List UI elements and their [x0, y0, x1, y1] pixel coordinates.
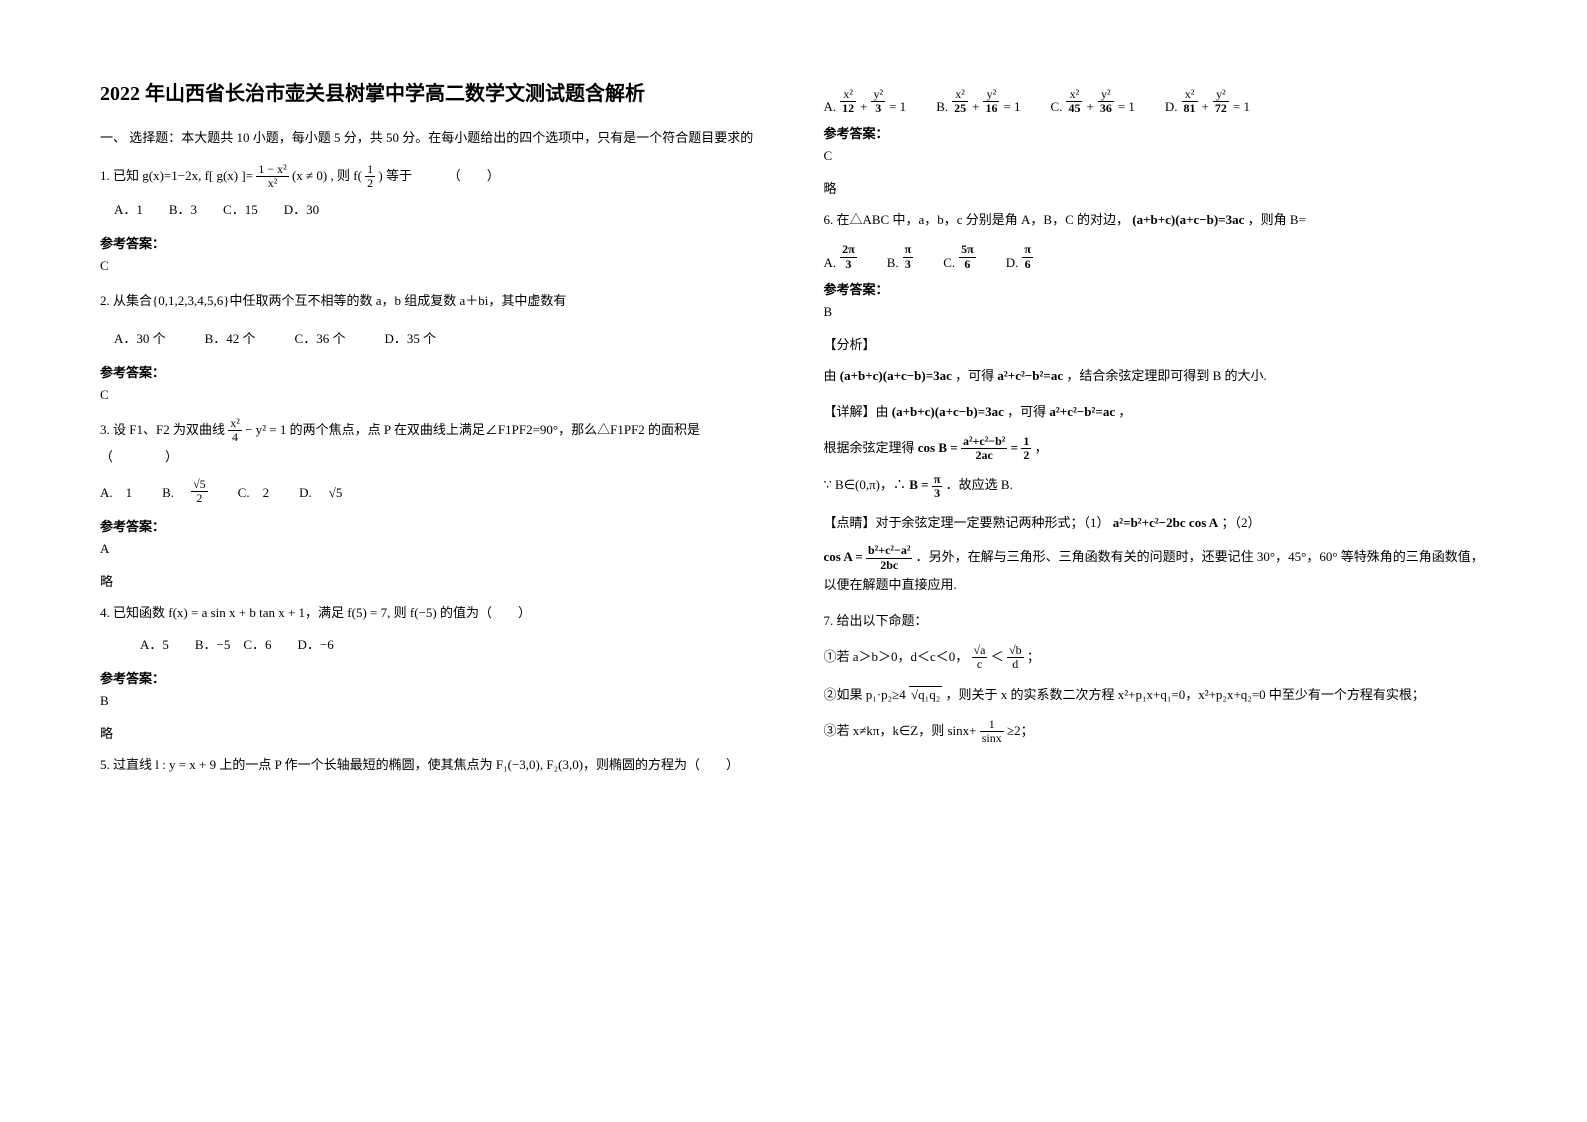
q3-opt-d: D. √5 — [299, 480, 342, 506]
q1-frac-1: 1 − x² x² — [256, 163, 288, 190]
q2-ans: C — [100, 387, 764, 403]
q6-cos: 根据余弦定理得 cos B = a²+c²−b² 2ac = 1 2 ， — [824, 435, 1488, 463]
q3-note: 略 — [100, 571, 764, 590]
q6-opt-b: B. π3 — [887, 243, 914, 270]
page: 2022 年山西省长治市壶关县树掌中学高二数学文测试题含解析 一、 选择题：本大… — [0, 0, 1587, 868]
q5-opt-d: D. x²81 + y²72 = 1 — [1165, 88, 1250, 115]
q4-stem: 4. 已知函数 f(x) = a sin x + b tan x + 1，满足 … — [100, 600, 764, 626]
q2-stem: 2. 从集合{0,1,2,3,4,5,6}中任取两个互不相等的数 a，b 组成复… — [100, 288, 764, 314]
q1-stem-b: (x ≠ 0) — [292, 168, 327, 183]
q3-stem-a: 3. 设 F1、F2 为双曲线 — [100, 422, 228, 437]
q6-range: ∵ B∈(0,π)，∴ B = π 3 ．故应选 B. — [824, 472, 1488, 500]
q4-ans: B — [100, 693, 764, 709]
q3-frac: x² 4 — [228, 417, 242, 444]
q6-stem-b: ，则角 B= — [1248, 212, 1306, 227]
q6-tip: 【点睛】对于余弦定理一定要熟记两种形式；（1） a²=b²+c²−2bc cos… — [824, 510, 1488, 598]
title: 2022 年山西省长治市壶关县树掌中学高二数学文测试题含解析 — [100, 80, 764, 108]
q7-p3: ③若 x≠kπ，k∈Z，则 sinx+ 1 sinx ≥2； — [824, 718, 1488, 746]
q6-detail: 【详解】由 (a+b+c)(a+c−b)=3ac ，可得 a²+c²−b²=ac… — [824, 399, 1488, 425]
q5-opt-b: B. x²25 + y²16 = 1 — [936, 88, 1020, 115]
q4-note: 略 — [100, 723, 764, 742]
q6-opt-d: D. π6 — [1006, 243, 1033, 270]
q2-opts: A．30 个 B．42 个 C．36 个 D．35 个 — [114, 326, 764, 352]
q3-opt-b: B. √5 2 — [162, 478, 208, 505]
q3-ans: A — [100, 541, 764, 557]
q3-ans-label: 参考答案： — [100, 516, 764, 535]
right-column: A. x²12 + y²3 = 1 B. x²25 + y²16 = 1 C. … — [824, 80, 1488, 788]
q5-note: 略 — [824, 178, 1488, 197]
q6-stem-a: 6. 在△ABC 中，a，b，c 分别是角 A，B，C 的对边， — [824, 212, 1130, 227]
q3-opt-a: A. 1 — [100, 480, 132, 506]
q4-opts: A．5 B．−5 C．6 D．−6 — [140, 632, 764, 658]
q5-opts: A. x²12 + y²3 = 1 B. x²25 + y²16 = 1 C. … — [824, 88, 1488, 115]
q1-stem-c: , 则 f( — [330, 168, 365, 183]
q5-opt-c: C. x²45 + y²36 = 1 — [1051, 88, 1135, 115]
q7-p2: ②如果 p₁·p₂≥4 √q₁q₂ ，则关于 x 的实系数二次方程 x²+p₁x… — [824, 682, 1488, 708]
q1-opts: A．1 B．3 C．15 D．30 — [114, 197, 764, 223]
question-1: 1. 已知 g(x)=1−2x, f[ g(x) ]= 1 − x² x² (x… — [100, 163, 764, 223]
q2-ans-label: 参考答案： — [100, 362, 764, 381]
q1-ans: C — [100, 258, 764, 274]
q1-frac-2: 1 2 — [365, 163, 375, 190]
q5-ans: C — [824, 148, 1488, 164]
q5-ans-label: 参考答案： — [824, 123, 1488, 142]
question-4: 4. 已知函数 f(x) = a sin x + b tan x + 1，满足 … — [100, 600, 764, 658]
q7-p1: ①若 a＞b＞0，d＜c＜0， √ac ＜ √bd ； — [824, 644, 1488, 672]
question-7: 7. 给出以下命题： — [824, 608, 1488, 634]
q1-ans-label: 参考答案： — [100, 233, 764, 252]
q6-opts: A. 2π3 B. π3 C. 5π6 D. π6 — [824, 243, 1488, 270]
question-2: 2. 从集合{0,1,2,3,4,5,6}中任取两个互不相等的数 a，b 组成复… — [100, 288, 764, 352]
q6-ans-label: 参考答案： — [824, 279, 1488, 298]
q6-analysis-label: 【分析】 — [824, 334, 1488, 353]
q3-opts: A. 1 B. √5 2 C. 2 D. √5 — [100, 478, 764, 505]
q5-opt-a: A. x²12 + y²3 = 1 — [824, 88, 907, 115]
q3-stem-b: − y² = 1 — [245, 422, 286, 437]
section-1-head: 一、 选择题：本大题共 10 小题，每小题 5 分，共 50 分。在每小题给出的… — [100, 128, 764, 149]
left-column: 2022 年山西省长治市壶关县树掌中学高二数学文测试题含解析 一、 选择题：本大… — [100, 80, 764, 788]
q3-opt-c: C. 2 — [238, 480, 269, 506]
q6-opt-c: C. 5π6 — [943, 243, 976, 270]
q1-paren: （ ） — [454, 168, 500, 183]
q6-opt-a: A. 2π3 — [824, 243, 857, 270]
question-6: 6. 在△ABC 中，a，b，c 分别是角 A，B，C 的对边， (a+b+c)… — [824, 207, 1488, 233]
question-3: 3. 设 F1、F2 为双曲线 x² 4 − y² = 1 的两个焦点，点 P … — [100, 417, 764, 506]
q1-stem-d: ) 等于 — [378, 168, 412, 183]
q4-ans-label: 参考答案： — [100, 668, 764, 687]
q6-ans: B — [824, 304, 1488, 320]
q6-eq: (a+b+c)(a+c−b)=3ac — [1132, 212, 1244, 227]
question-5: 5. 过直线 l : y = x + 9 上的一点 P 作一个长轴最短的椭圆，使… — [100, 752, 764, 778]
q6-analysis: 由 (a+b+c)(a+c−b)=3ac ，可得 a²+c²−b²=ac ，结合… — [824, 363, 1488, 389]
q1-stem-a: 1. 已知 g(x)=1−2x, f[ g(x) ]= — [100, 168, 256, 183]
q5-stem: 5. 过直线 l : y = x + 9 上的一点 P 作一个长轴最短的椭圆，使… — [100, 757, 739, 772]
